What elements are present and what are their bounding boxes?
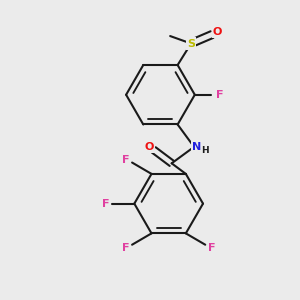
Text: N: N: [192, 142, 202, 152]
Text: O: O: [144, 142, 154, 152]
Text: F: F: [208, 243, 216, 253]
Text: F: F: [215, 90, 223, 100]
Text: F: F: [122, 243, 130, 253]
Text: F: F: [122, 154, 130, 165]
Text: H: H: [202, 146, 209, 155]
Text: O: O: [213, 27, 222, 37]
Text: S: S: [187, 38, 195, 49]
Text: F: F: [102, 199, 109, 208]
